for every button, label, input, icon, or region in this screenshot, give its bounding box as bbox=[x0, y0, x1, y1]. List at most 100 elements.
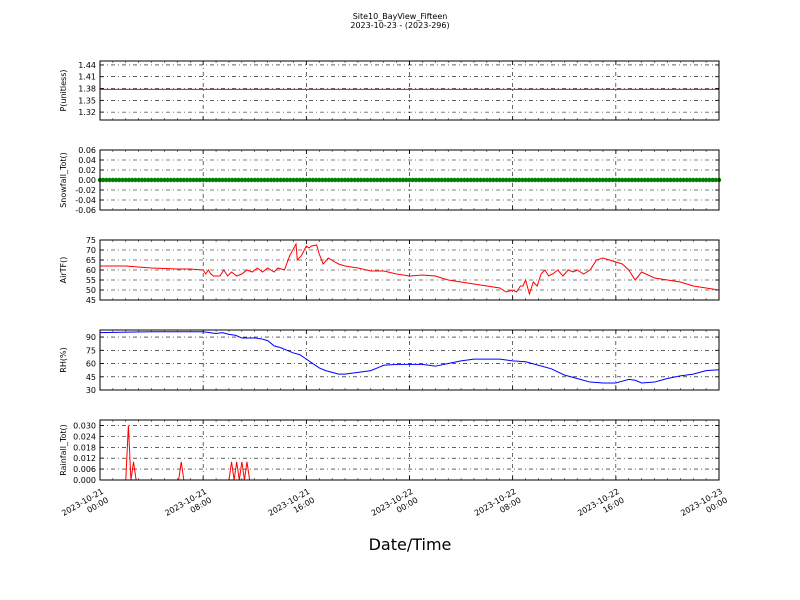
series-marker bbox=[684, 177, 689, 183]
series-marker bbox=[500, 177, 506, 183]
series-marker bbox=[668, 177, 673, 183]
y-tick-label: 1.38 bbox=[78, 85, 96, 94]
series-marker bbox=[381, 177, 386, 183]
y-tick-label: 0.018 bbox=[73, 443, 96, 452]
series-marker bbox=[491, 177, 496, 183]
panel-0: 1.32 1.35 1.38 1.41 1.44 P(unitless) bbox=[59, 60, 720, 121]
series-marker bbox=[123, 177, 128, 183]
y-tick-label: -0.02 bbox=[75, 186, 96, 195]
series-marker bbox=[107, 177, 112, 183]
series-marker bbox=[136, 177, 141, 183]
series-marker bbox=[281, 177, 286, 183]
series-marker bbox=[175, 177, 180, 183]
series-line bbox=[100, 242, 720, 296]
series-marker bbox=[404, 177, 409, 183]
y-tick-label: 50 bbox=[86, 286, 96, 295]
series-marker bbox=[220, 177, 225, 183]
series-marker bbox=[603, 177, 609, 183]
series-marker bbox=[413, 177, 419, 183]
series-marker bbox=[197, 177, 203, 183]
series-marker bbox=[349, 177, 354, 183]
series-marker bbox=[288, 177, 293, 183]
x-axis-label: Date/Time bbox=[369, 535, 452, 554]
series-marker bbox=[113, 177, 119, 183]
series-marker bbox=[526, 177, 531, 183]
series-marker bbox=[597, 177, 602, 183]
series-marker bbox=[317, 177, 322, 183]
y-tick-label: 55 bbox=[86, 276, 96, 285]
series-marker bbox=[368, 177, 374, 183]
y-tick-label: 65 bbox=[86, 256, 96, 265]
series-marker bbox=[607, 177, 612, 183]
series-marker bbox=[326, 177, 332, 183]
series-marker bbox=[284, 177, 290, 183]
series-marker bbox=[323, 177, 328, 183]
series-marker bbox=[229, 177, 235, 183]
series-marker bbox=[207, 177, 212, 183]
series-marker bbox=[242, 177, 248, 183]
series-marker bbox=[400, 177, 406, 183]
series-marker bbox=[678, 177, 683, 183]
series-marker bbox=[258, 177, 264, 183]
series-marker bbox=[539, 177, 544, 183]
panels: 1.321.351.381.411.44P(unitless)-0.06-0.0… bbox=[59, 60, 722, 485]
series-marker bbox=[475, 177, 480, 183]
series-marker bbox=[465, 177, 470, 183]
series-marker bbox=[262, 177, 267, 183]
series-marker bbox=[146, 177, 151, 183]
y-tick-label: 70 bbox=[86, 246, 96, 255]
series-marker bbox=[691, 177, 696, 183]
y-tick-label: 0.04 bbox=[78, 156, 96, 165]
y-tick-label: 0.00 bbox=[78, 176, 96, 185]
series-marker bbox=[394, 177, 399, 183]
series-marker bbox=[429, 177, 435, 183]
series-marker bbox=[346, 177, 351, 183]
series-marker bbox=[484, 177, 490, 183]
panel-frame bbox=[99, 149, 720, 211]
series-marker bbox=[613, 177, 619, 183]
panel-frame bbox=[99, 60, 720, 121]
series-marker bbox=[568, 177, 573, 183]
y-tick-label: 45 bbox=[86, 373, 96, 382]
series-marker bbox=[255, 177, 261, 183]
series-marker bbox=[191, 177, 196, 183]
series-marker bbox=[442, 177, 448, 183]
series-marker bbox=[297, 177, 303, 183]
panel-4: 0.000 0.006 0.012 0.018 0.024 0.030 Rainfall_T… bbox=[59, 419, 720, 485]
series-marker bbox=[249, 177, 254, 183]
series-marker bbox=[578, 177, 583, 183]
y-tick-label: 1.41 bbox=[78, 73, 96, 82]
series-marker bbox=[236, 177, 241, 183]
y-tick-label: 1.35 bbox=[78, 96, 96, 105]
series-marker bbox=[510, 177, 515, 183]
y-tick-label: 0.030 bbox=[73, 421, 96, 430]
series-marker bbox=[571, 177, 577, 183]
series-marker bbox=[329, 177, 335, 183]
series-marker bbox=[555, 177, 561, 183]
series-marker bbox=[649, 177, 654, 183]
series-marker bbox=[562, 177, 567, 183]
series-marker bbox=[333, 177, 338, 183]
series-marker bbox=[304, 177, 309, 183]
series-marker bbox=[507, 177, 512, 183]
series-marker bbox=[387, 177, 393, 183]
series-marker bbox=[487, 177, 493, 183]
series-marker bbox=[342, 177, 348, 183]
series-marker bbox=[458, 177, 464, 183]
series-marker bbox=[584, 177, 590, 183]
chart-subtitle: 2023-10-23 - (2023-296) bbox=[350, 21, 449, 30]
y-tick-label: 1.44 bbox=[78, 61, 96, 70]
series-marker bbox=[642, 177, 648, 183]
y-tick-label: -0.04 bbox=[75, 196, 96, 205]
series-marker bbox=[629, 177, 635, 183]
series-marker bbox=[623, 177, 628, 183]
panel-1: -0.06-0.04-0.020.000.020.040.06 Snowfall_… bbox=[59, 146, 722, 215]
series-marker bbox=[152, 177, 158, 183]
series-marker bbox=[355, 177, 361, 183]
series-marker bbox=[226, 177, 232, 183]
